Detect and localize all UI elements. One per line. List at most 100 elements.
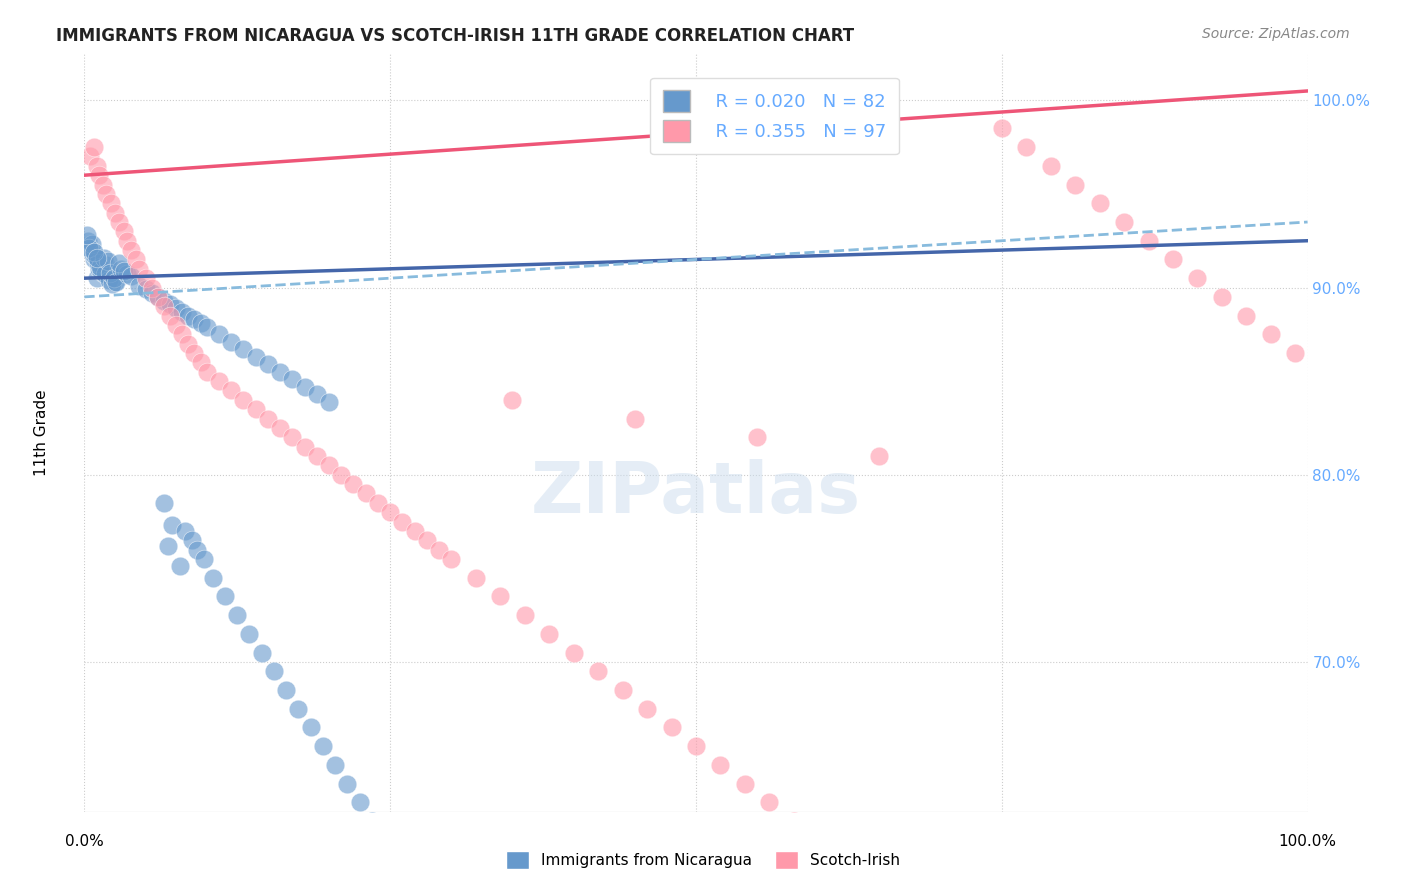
Point xyxy=(269,365,291,379)
Point xyxy=(141,286,163,301)
Point xyxy=(91,178,114,192)
Point xyxy=(87,256,110,270)
Point xyxy=(349,796,371,810)
Point xyxy=(856,870,879,884)
Point xyxy=(513,608,536,623)
Point xyxy=(105,275,128,289)
Point xyxy=(1260,327,1282,342)
Point xyxy=(165,301,187,315)
Point xyxy=(1039,159,1062,173)
Point xyxy=(153,299,176,313)
Point xyxy=(195,319,218,334)
Point xyxy=(214,590,236,604)
Point xyxy=(758,796,780,810)
Point xyxy=(112,263,135,277)
Point xyxy=(991,121,1014,136)
Point xyxy=(287,702,309,716)
Point xyxy=(77,234,100,248)
Point xyxy=(1114,215,1136,229)
Point xyxy=(416,533,439,548)
Point xyxy=(538,627,561,641)
Point xyxy=(172,327,194,342)
Point xyxy=(1015,140,1038,154)
Point xyxy=(831,851,853,865)
Point xyxy=(336,777,359,791)
Point xyxy=(120,269,142,284)
Point xyxy=(367,496,389,510)
Point xyxy=(104,205,127,219)
Point xyxy=(97,273,120,287)
Point xyxy=(177,336,200,351)
Point xyxy=(709,758,731,772)
Point xyxy=(135,271,157,285)
Point xyxy=(257,357,280,371)
Point xyxy=(83,140,105,154)
Point xyxy=(82,247,104,261)
Point xyxy=(77,241,100,255)
Point xyxy=(86,251,108,265)
Point xyxy=(360,814,382,828)
Point xyxy=(115,234,138,248)
Point xyxy=(110,261,132,276)
Point xyxy=(86,271,108,285)
Point xyxy=(181,533,204,548)
Point xyxy=(83,244,105,259)
Point xyxy=(100,269,122,284)
Point xyxy=(165,318,187,332)
Point xyxy=(141,280,163,294)
Point xyxy=(232,343,254,357)
Point xyxy=(156,539,179,553)
Point xyxy=(1088,196,1111,211)
Point xyxy=(219,334,242,349)
Point xyxy=(391,515,413,529)
Point xyxy=(305,387,328,401)
Point xyxy=(97,254,120,268)
Point xyxy=(269,421,291,435)
Point xyxy=(502,392,524,407)
Point xyxy=(195,365,218,379)
Point xyxy=(146,290,169,304)
Point xyxy=(245,402,267,417)
Point xyxy=(79,149,101,163)
Point xyxy=(162,518,184,533)
Point xyxy=(172,305,194,319)
Point xyxy=(91,266,114,280)
Point xyxy=(385,851,408,865)
Point xyxy=(193,552,215,566)
Point xyxy=(1187,271,1209,285)
Point xyxy=(226,608,249,623)
Point xyxy=(380,505,402,519)
Point xyxy=(624,411,647,425)
Point xyxy=(294,380,316,394)
Point xyxy=(1137,234,1160,248)
Point xyxy=(177,309,200,323)
Point xyxy=(173,524,195,538)
Point xyxy=(427,542,450,557)
Point xyxy=(93,251,115,265)
Point xyxy=(104,275,127,289)
Point xyxy=(404,524,426,538)
Point xyxy=(208,327,231,342)
Point xyxy=(661,721,683,735)
Point xyxy=(1211,290,1233,304)
Point xyxy=(373,832,395,847)
Point xyxy=(153,496,176,510)
Point xyxy=(354,486,377,500)
Point xyxy=(159,309,181,323)
Point xyxy=(128,278,150,293)
Point xyxy=(238,627,260,641)
Point xyxy=(869,449,891,463)
Text: 0.0%: 0.0% xyxy=(65,834,104,849)
Point xyxy=(318,394,340,409)
Point xyxy=(183,312,205,326)
Point xyxy=(186,542,208,557)
Legend:   R = 0.020   N = 82,   R = 0.355   N = 97: R = 0.020 N = 82, R = 0.355 N = 97 xyxy=(650,78,898,154)
Point xyxy=(807,832,830,847)
Point xyxy=(612,683,634,698)
Point xyxy=(107,256,129,270)
Point xyxy=(201,571,224,585)
Point xyxy=(219,384,242,398)
Point xyxy=(489,590,512,604)
Point xyxy=(734,777,756,791)
Point xyxy=(94,268,117,282)
